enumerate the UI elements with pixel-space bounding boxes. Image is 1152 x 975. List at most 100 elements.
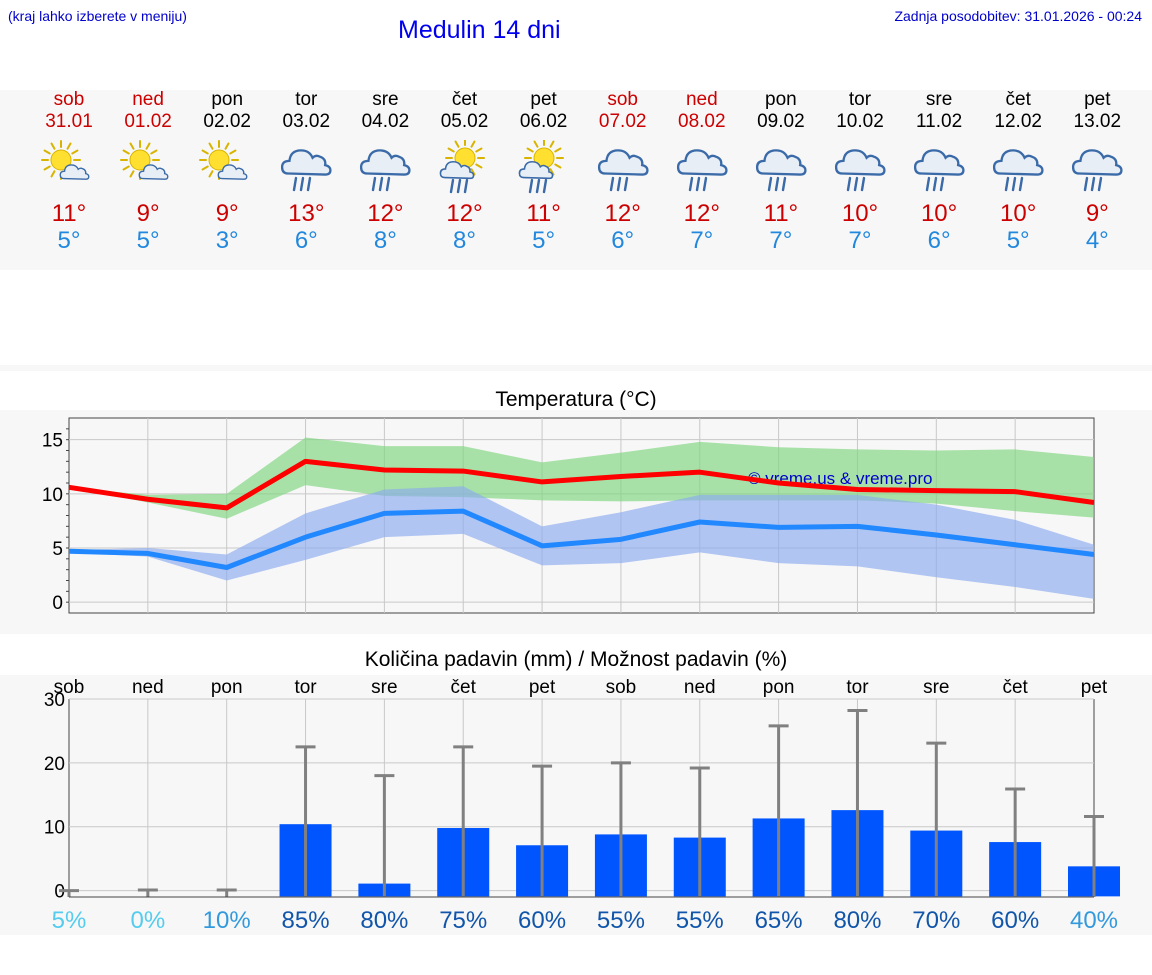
location-menu-hint: (kraj lahko izberete v meniju) (8, 8, 187, 24)
day-name: pet (530, 89, 557, 110)
max-temperature: 11° (51, 200, 87, 227)
max-temperature: 10° (1000, 200, 1037, 227)
precipitation-probability: 5% (52, 907, 87, 934)
section-divider (0, 365, 1152, 371)
temperature-chart-title: Temperatura (°C) (495, 388, 657, 411)
category-label: ned (684, 677, 716, 698)
max-temperature: 12° (683, 200, 720, 227)
day-name: tor (848, 89, 872, 110)
category-label: sob (54, 677, 85, 698)
max-temperature: 9° (136, 200, 160, 227)
min-temperature: 7° (848, 227, 872, 254)
min-temperature: 5° (136, 227, 160, 254)
rain-cloud-icon (993, 149, 1044, 192)
day-column: sob 07.02 12° 6° (583, 90, 663, 270)
category-label: tor (846, 677, 869, 698)
rain-cloud-icon (281, 149, 332, 192)
day-column: sre 11.02 10° 6° (899, 90, 979, 270)
category-label: pet (529, 677, 556, 698)
precipitation-probability: 80% (833, 907, 881, 934)
day-date: 13.02 (1073, 111, 1122, 132)
day-column: pon 09.02 11° 7° (741, 90, 821, 270)
sun-cloud-icon (199, 140, 248, 180)
precipitation-chart-title: Količina padavin (mm) / Možnost padavin … (364, 648, 788, 671)
precipitation-probability: 10% (203, 907, 251, 934)
precipitation-probability: 75% (439, 907, 487, 934)
max-temperature: 10° (841, 200, 879, 227)
max-temperature: 13° (288, 200, 325, 227)
day-column: ned 08.02 12° 7° (662, 90, 742, 270)
day-date: 10.02 (836, 111, 884, 132)
precipitation-probability: 55% (597, 907, 645, 934)
day-name: sob (53, 89, 85, 110)
category-label: čet (1002, 677, 1028, 698)
category-label: pon (763, 677, 795, 698)
sun-rain-icon (439, 140, 485, 194)
day-date: 05.02 (440, 111, 489, 132)
day-column: pet 06.02 11° 5° (504, 90, 584, 270)
day-date: 01.02 (124, 111, 172, 132)
min-temperature: 5° (1006, 227, 1030, 254)
day-name: sob (607, 89, 638, 110)
day-date: 12.02 (994, 111, 1042, 132)
day-column: čet 05.02 12° 8° (425, 90, 505, 270)
day-date: 02.02 (203, 111, 251, 132)
max-temperature: 10° (920, 200, 958, 227)
y-tick-label: 10 (44, 818, 65, 839)
day-date: 06.02 (519, 111, 568, 132)
day-column: tor 10.02 10° 7° (820, 90, 900, 270)
day-column: sob 31.01 11° 5° (29, 90, 109, 270)
day-column: sre 04.02 12° 8° (345, 90, 425, 270)
max-temperature: 9° (215, 200, 239, 227)
y-tick-label: 10 (42, 485, 63, 506)
day-name: čet (451, 89, 478, 110)
precipitation-probability: 60% (991, 907, 1039, 934)
last-update: Zadnja posodobitev: 31.01.2026 - 00:24 (894, 8, 1142, 24)
max-temperature: 12° (604, 200, 641, 227)
category-label: pet (1081, 677, 1108, 698)
day-date: 03.02 (282, 111, 331, 132)
day-name: čet (1005, 89, 1031, 110)
y-tick-label: 15 (42, 431, 63, 452)
day-name: sre (372, 89, 399, 110)
precipitation-probability: 55% (676, 907, 724, 934)
rain-cloud-icon (834, 149, 886, 192)
day-name: pon (765, 89, 797, 110)
day-date: 11.02 (916, 111, 963, 132)
category-label: pon (211, 677, 243, 698)
day-column: pon 02.02 9° 3° (187, 90, 267, 270)
min-temperature: 4° (1085, 227, 1109, 254)
precipitation-probability: 40% (1070, 907, 1118, 934)
max-temperature-line (68, 458, 1095, 511)
min-temperature: 3° (215, 227, 239, 254)
rain-cloud-icon (755, 149, 807, 192)
page-title: Medulin 14 dni (398, 16, 561, 44)
day-name: pon (211, 89, 244, 110)
day-date: 04.02 (361, 111, 410, 132)
category-label: ned (132, 677, 164, 698)
max-temperature: 9° (1085, 200, 1109, 227)
max-temperature: 12° (367, 200, 404, 227)
min-temperature: 6° (927, 227, 951, 254)
rain-cloud-icon (1072, 149, 1123, 192)
day-column: ned 01.02 9° 5° (108, 90, 188, 270)
max-temperature: 11° (526, 200, 561, 227)
precipitation-probability: 60% (518, 907, 566, 934)
precipitation-probability: 85% (282, 907, 330, 934)
rain-cloud-icon (914, 149, 965, 192)
category-label: tor (294, 677, 317, 698)
min-temperature: 5° (532, 227, 556, 254)
min-temperature: 6° (294, 227, 318, 254)
y-tick-label: 5 (52, 539, 63, 560)
day-name: sre (925, 89, 953, 110)
day-name: pet (1084, 89, 1111, 110)
max-temperature: 11° (763, 200, 799, 227)
sun-rain-icon (518, 140, 564, 194)
day-column: čet 12.02 10° 5° (978, 90, 1058, 270)
precipitation-probability: 0% (131, 907, 166, 934)
max-temperature: 12° (446, 200, 483, 227)
y-tick-label: 0 (54, 882, 65, 903)
sun-cloud-icon (120, 140, 169, 180)
y-tick-label: 30 (44, 690, 65, 711)
day-column: tor 03.02 13° 6° (266, 90, 346, 270)
